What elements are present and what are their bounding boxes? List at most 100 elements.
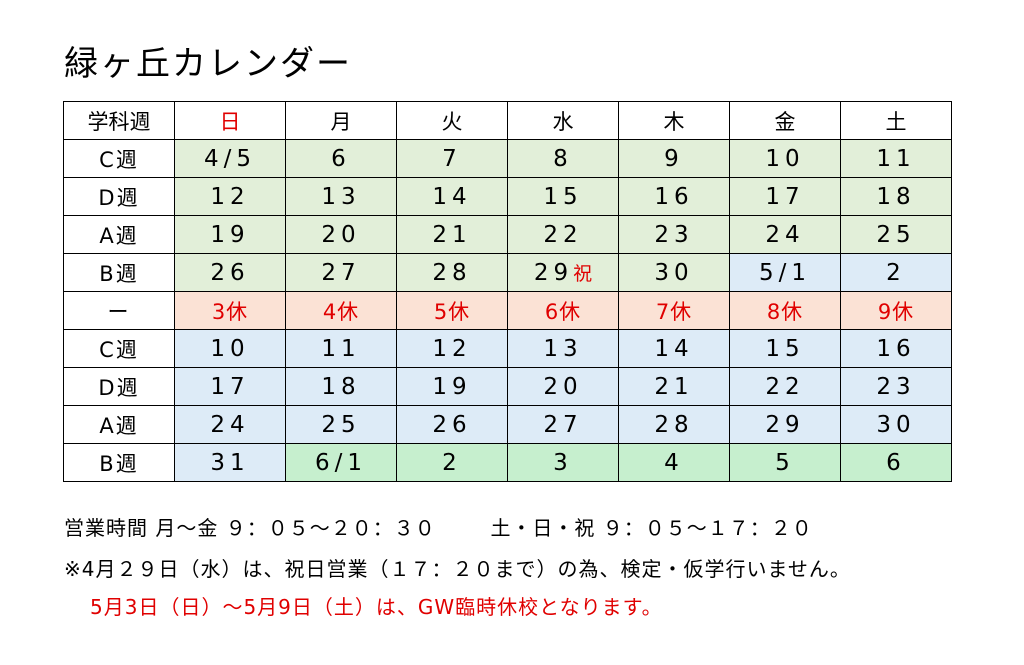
holiday-note: ※4月２９日（水）は、祝日営業（１７：２０まで）の為、検定・仮学行いません。 [64, 557, 851, 581]
table-row: C週 4/5 6 7 8 9 10 11 [63, 139, 952, 178]
header-tue: 火 [396, 101, 508, 140]
day-cell: 13 [285, 177, 397, 216]
day-number: 29 [533, 260, 574, 286]
closed-day-cell: 6休 [507, 291, 619, 330]
calendar-table: 学科週 日 月 火 水 木 金 土 C週 4/5 6 7 8 9 10 11 D… [63, 101, 952, 482]
day-cell: 24 [729, 215, 841, 254]
day-cell: 28 [396, 253, 508, 292]
day-cell: 17 [729, 177, 841, 216]
day-cell: 22 [729, 367, 841, 406]
day-cell: 19 [174, 215, 286, 254]
table-row: A週 24 25 26 27 28 29 30 [63, 405, 952, 444]
day-cell: 14 [618, 329, 730, 368]
day-cell: 5/1 [729, 253, 841, 292]
day-cell: 30 [618, 253, 730, 292]
header-sat: 土 [840, 101, 952, 140]
day-cell: 21 [396, 215, 508, 254]
day-cell: 18 [840, 177, 952, 216]
day-cell: 20 [285, 215, 397, 254]
week-label: B週 [63, 443, 175, 482]
week-label: C週 [63, 329, 175, 368]
week-label: B週 [63, 253, 175, 292]
header-thu: 木 [618, 101, 730, 140]
day-cell: 12 [396, 329, 508, 368]
day-cell: 18 [285, 367, 397, 406]
page-title: 緑ヶ丘カレンダー [64, 44, 352, 84]
day-cell: 23 [618, 215, 730, 254]
week-label: A週 [63, 215, 175, 254]
day-cell: 11 [840, 139, 952, 178]
header-mon: 月 [285, 101, 397, 140]
week-label: C週 [63, 139, 175, 178]
closed-day-cell: 9休 [840, 291, 952, 330]
closure-notice: 5月3日（日）〜5月9日（土）は、GW臨時休校となります。 [90, 595, 663, 619]
closed-day-cell: 7休 [618, 291, 730, 330]
table-row: A週 19 20 21 22 23 24 25 [63, 215, 952, 254]
business-hours: 営業時間 月〜金 ９：０５〜２０：３０ 土・日・祝 ９：０５〜１７：２０ [64, 512, 813, 541]
day-cell: 5 [729, 443, 841, 482]
closed-day-cell: 3休 [174, 291, 286, 330]
day-cell: 27 [285, 253, 397, 292]
day-cell: 2 [396, 443, 508, 482]
header-fri: 金 [729, 101, 841, 140]
day-cell: 26 [396, 405, 508, 444]
day-cell: 11 [285, 329, 397, 368]
day-cell: 13 [507, 329, 619, 368]
day-cell-holiday: 29祝 [507, 253, 619, 292]
day-cell: 29 [729, 405, 841, 444]
weekday-hours: 月〜金 ９：０５〜２０：３０ [155, 516, 436, 540]
day-cell: 10 [174, 329, 286, 368]
day-cell: 28 [618, 405, 730, 444]
day-cell: 24 [174, 405, 286, 444]
day-cell: 15 [507, 177, 619, 216]
table-row-closed: ー 3休 4休 5休 6休 7休 8休 9休 [63, 291, 952, 330]
holiday-mark: 祝 [573, 263, 593, 285]
day-cell: 16 [618, 177, 730, 216]
day-cell: 19 [396, 367, 508, 406]
closed-day-cell: 5休 [396, 291, 508, 330]
day-cell: 16 [840, 329, 952, 368]
closed-day-cell: 4休 [285, 291, 397, 330]
table-row: B週 26 27 28 29祝 30 5/1 2 [63, 253, 952, 292]
day-cell: 4/5 [174, 139, 286, 178]
day-cell: 10 [729, 139, 841, 178]
day-cell: 30 [840, 405, 952, 444]
table-row: B週 31 6/1 2 3 4 5 6 [63, 443, 952, 482]
week-label: D週 [63, 367, 175, 406]
day-cell: 23 [840, 367, 952, 406]
closed-day-cell: 8休 [729, 291, 841, 330]
day-cell: 4 [618, 443, 730, 482]
day-cell: 3 [507, 443, 619, 482]
weekend-hours: 土・日・祝 ９：０５〜１７：２０ [490, 516, 813, 540]
day-cell: 6 [840, 443, 952, 482]
day-cell: 25 [285, 405, 397, 444]
day-cell: 27 [507, 405, 619, 444]
day-cell: 14 [396, 177, 508, 216]
header-week-label: 学科週 [63, 101, 175, 140]
table-row: D週 17 18 19 20 21 22 23 [63, 367, 952, 406]
day-cell: 17 [174, 367, 286, 406]
week-label: A週 [63, 405, 175, 444]
day-cell: 25 [840, 215, 952, 254]
header-sun: 日 [174, 101, 286, 140]
header-wed: 水 [507, 101, 619, 140]
hours-label: 営業時間 [64, 516, 148, 540]
day-cell: 26 [174, 253, 286, 292]
day-cell: 22 [507, 215, 619, 254]
day-cell: 9 [618, 139, 730, 178]
day-cell: 21 [618, 367, 730, 406]
day-cell: 15 [729, 329, 841, 368]
table-row: D週 12 13 14 15 16 17 18 [63, 177, 952, 216]
day-cell: 6 [285, 139, 397, 178]
day-cell: 2 [840, 253, 952, 292]
day-cell: 20 [507, 367, 619, 406]
day-cell: 8 [507, 139, 619, 178]
day-cell: 31 [174, 443, 286, 482]
table-row: C週 10 11 12 13 14 15 16 [63, 329, 952, 368]
day-cell: 7 [396, 139, 508, 178]
week-label: D週 [63, 177, 175, 216]
week-label: ー [63, 291, 175, 330]
day-cell: 12 [174, 177, 286, 216]
header-row: 学科週 日 月 火 水 木 金 土 [63, 101, 952, 140]
day-cell: 6/1 [285, 443, 397, 482]
